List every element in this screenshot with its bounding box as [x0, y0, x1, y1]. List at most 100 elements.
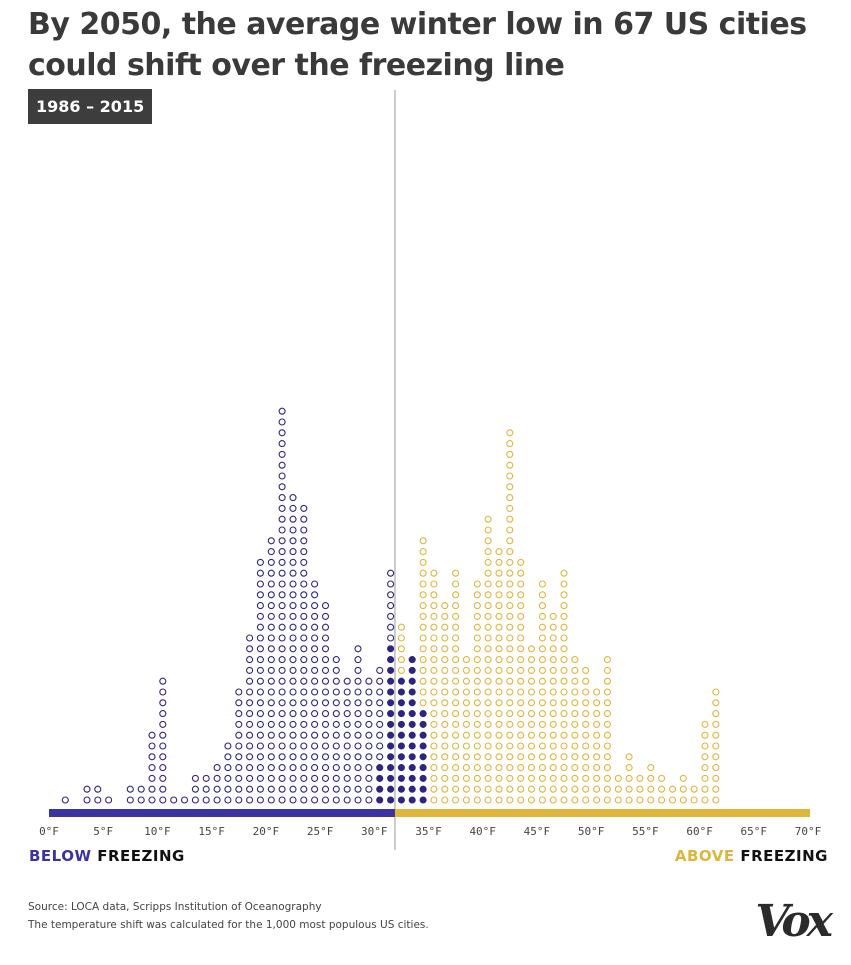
city-dot-below: [300, 580, 308, 588]
city-dot-shifted: [408, 796, 416, 804]
city-dot-above: [484, 612, 492, 620]
city-dot-above: [484, 558, 492, 566]
city-dot-below: [387, 634, 395, 642]
city-dot-shifted: [397, 699, 405, 707]
city-dot-below: [105, 796, 113, 804]
city-dot-below: [278, 548, 286, 556]
city-dot-shifted: [397, 785, 405, 793]
city-dot-shifted: [397, 742, 405, 750]
city-dot-above: [549, 764, 557, 772]
city-dot-above: [571, 656, 579, 664]
city-dot-above: [549, 720, 557, 728]
city-dot-below: [180, 796, 189, 804]
city-dot-above: [527, 645, 536, 653]
city-dot-above: [593, 764, 601, 772]
city-dot-above: [441, 742, 449, 750]
city-dot-shifted: [408, 710, 416, 718]
city-dot-above: [506, 634, 514, 642]
city-dot-below: [137, 785, 145, 793]
city-dot-shifted: [376, 785, 384, 793]
city-dot-above: [538, 731, 546, 739]
city-dot-below: [311, 753, 319, 761]
x-tick-label: 15°F: [198, 825, 225, 838]
city-dot-above: [701, 720, 709, 728]
city-dot-below: [267, 753, 275, 761]
city-dot-below: [267, 558, 275, 566]
city-dot-above: [452, 731, 460, 739]
city-dot-above: [603, 742, 611, 750]
city-dot-below: [159, 710, 167, 718]
city-dot-above: [452, 764, 460, 772]
city-dot-above: [419, 656, 427, 664]
city-dot-above: [419, 634, 427, 642]
city-dot-below: [387, 623, 395, 631]
city-dot-below: [246, 774, 254, 782]
city-dot-below: [267, 731, 275, 739]
city-dot-below: [246, 645, 254, 653]
city-dot-below: [289, 645, 297, 653]
city-dot-below: [300, 677, 308, 685]
city-dot-above: [658, 796, 666, 804]
chart-title: By 2050, the average winter low in 67 US…: [28, 7, 807, 83]
city-dot-above: [419, 623, 427, 631]
city-dot-above: [462, 720, 470, 728]
city-dot-shifted: [387, 666, 395, 674]
city-dot-above: [397, 645, 405, 653]
city-dot-below: [332, 731, 340, 739]
city-dot-above: [560, 569, 568, 577]
city-dot-below: [278, 450, 286, 458]
city-dot-below: [289, 710, 297, 718]
city-dot-above: [452, 796, 460, 804]
city-dot-below: [256, 742, 264, 750]
city-dot-above: [647, 764, 655, 772]
city-dot-above: [419, 548, 427, 556]
city-dot-above: [452, 580, 460, 588]
city-dot-above: [462, 688, 470, 696]
city-dot-shifted: [419, 720, 427, 728]
city-dot-below: [376, 720, 384, 728]
city-dot-above: [506, 764, 514, 772]
city-dot-above: [571, 699, 579, 707]
city-dot-below: [289, 504, 297, 512]
city-dot-below: [278, 483, 286, 491]
city-dot-above: [473, 656, 481, 664]
city-dot-below: [343, 720, 351, 728]
city-dot-shifted: [387, 677, 395, 685]
city-dot-below: [148, 753, 156, 761]
city-dot-below: [376, 666, 384, 674]
city-dot-below: [321, 634, 330, 642]
city-dot-above: [452, 645, 460, 653]
city-dot-above: [603, 720, 611, 728]
city-dot-below: [267, 623, 275, 631]
city-dot-below: [267, 785, 275, 793]
city-dot-above: [419, 645, 427, 653]
method-note: The temperature shift was calculated for…: [28, 919, 429, 931]
city-dot-below: [289, 494, 297, 502]
city-dot-below: [289, 785, 297, 793]
city-dot-shifted: [387, 656, 395, 664]
city-dot-above: [614, 796, 622, 804]
city-dot-above: [538, 796, 546, 804]
city-dot-below: [267, 796, 275, 804]
city-dot-below: [387, 569, 395, 577]
city-dot-below: [354, 796, 362, 804]
city-dot-above: [538, 666, 546, 674]
city-dot-above: [625, 774, 633, 782]
city-dot-above: [495, 796, 503, 804]
city-dot-below: [332, 688, 340, 696]
city-dot-below: [387, 602, 395, 610]
city-dot-below: [278, 774, 286, 782]
city-dot-above: [452, 753, 460, 761]
city-dot-below: [278, 731, 286, 739]
city-dot-below: [321, 764, 330, 772]
city-dot-shifted: [408, 666, 416, 674]
city-dot-above: [647, 796, 655, 804]
city-dot-below: [213, 796, 221, 804]
city-dot-above: [679, 785, 687, 793]
city-dot-below: [170, 796, 178, 804]
city-dot-above: [430, 634, 438, 642]
city-dot-above: [495, 699, 503, 707]
city-dot-below: [354, 785, 362, 793]
city-dot-above: [679, 796, 687, 804]
city-dot-below: [224, 774, 232, 782]
